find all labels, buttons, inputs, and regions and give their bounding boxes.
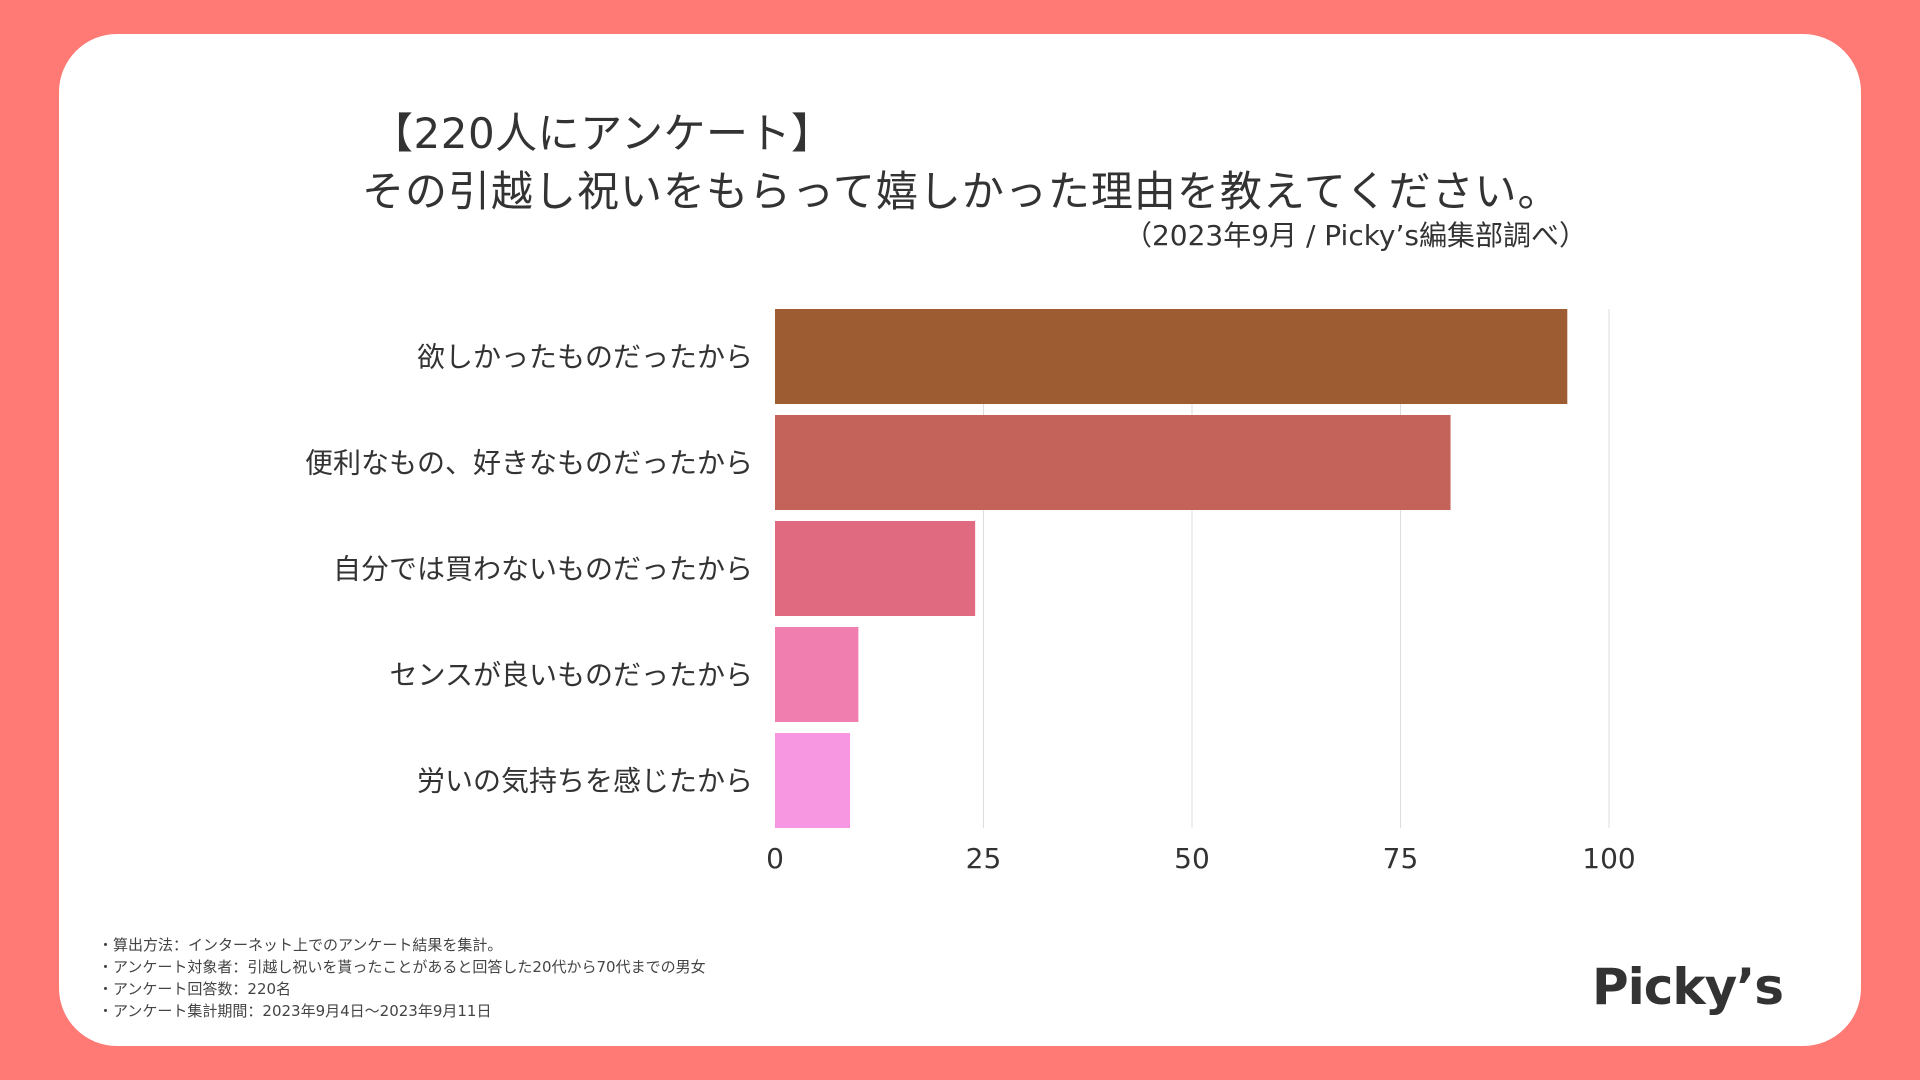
bar-chart: 欲しかったものだったから便利なもの、好きなものだったから自分では買わないものだっ…: [305, 309, 1636, 875]
bar-5: [775, 733, 851, 828]
x-tick-label-50: 50: [1174, 842, 1210, 875]
category-label-2: 便利なもの、好きなものだったから: [305, 447, 753, 480]
note-target: ・アンケート対象者：引越し祝いを貰ったことがあると回答した20代から70代までの…: [98, 958, 706, 976]
x-tick-label-0: 0: [766, 842, 784, 875]
category-label-1: 欲しかったものだったから: [417, 341, 753, 374]
bar-2: [775, 415, 1451, 510]
note-count: ・アンケート回答数：220名: [98, 980, 292, 998]
chart-source: （2023年9月 / Picky’s編集部調べ）: [1123, 219, 1587, 252]
bar-3: [775, 521, 976, 616]
chart-card: 【220人にアンケート】 その引越し祝いをもらって嬉しかった理由を教えてください…: [59, 34, 1861, 1046]
category-label-5: 労いの気持ちを感じたから: [417, 765, 753, 798]
bar-1: [775, 309, 1568, 404]
category-label-4: センスが良いものだったから: [390, 659, 753, 692]
chart-title: 【220人にアンケート】: [371, 109, 834, 158]
chart-question: その引越し祝いをもらって嬉しかった理由を教えてください。: [362, 167, 1561, 216]
note-period: ・アンケート集計期間：2023年9月4日〜2023年9月11日: [98, 1002, 492, 1020]
note-method: ・算出方法：インターネット上でのアンケート結果を集計。: [98, 936, 503, 954]
bar-4: [775, 627, 859, 722]
x-tick-label-25: 25: [966, 842, 1002, 875]
x-tick-label-100: 100: [1582, 842, 1635, 875]
category-label-3: 自分では買わないものだったから: [333, 553, 753, 586]
survey-notes: ・算出方法：インターネット上でのアンケート結果を集計。 ・アンケート対象者：引越…: [98, 934, 706, 1022]
pickys-logo: Picky’s: [1591, 958, 1784, 1016]
x-tick-label-75: 75: [1383, 842, 1419, 875]
